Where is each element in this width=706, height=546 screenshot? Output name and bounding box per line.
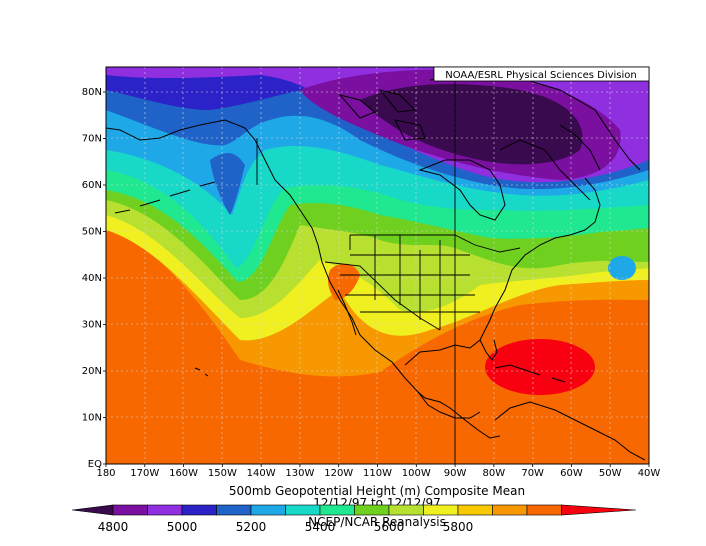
- latitude-label: 70N: [82, 134, 102, 145]
- colorbar-swatch: [147, 504, 183, 516]
- colorbar-swatch: [250, 504, 286, 516]
- longitude-label: 150W: [208, 468, 237, 479]
- title-line-3: NCEP/NCAR Reanalysis: [308, 515, 446, 529]
- axis-ticks: [103, 91, 650, 467]
- longitude-label: 90W: [444, 468, 467, 479]
- longitude-label: 80W: [483, 468, 506, 479]
- height-field: [106, 67, 649, 464]
- colorbar-swatch: [181, 504, 217, 516]
- latitude-label: 50N: [82, 227, 102, 238]
- longitude-labels: 180 170W 160W 150W 140W 130W 120W 110W 100W 90W 80…: [96, 468, 660, 479]
- colorbar: [71, 504, 637, 516]
- longitude-label: 120W: [324, 468, 353, 479]
- latitude-label: 30N: [82, 320, 102, 331]
- longitude-label: 110W: [363, 468, 392, 479]
- colorbar-swatch: [388, 504, 424, 516]
- colorbar-swatch: [492, 504, 528, 516]
- colorbar-low-arrow: [71, 504, 114, 516]
- latitude-label: 20N: [82, 366, 102, 377]
- latitude-label: 40N: [82, 273, 102, 284]
- credit-box: NOAA/ESRL Physical Sciences Division: [433, 66, 650, 82]
- colorbar-swatch: [319, 504, 355, 516]
- longitude-label: 60W: [560, 468, 583, 479]
- colorbar-label: 5000: [167, 520, 198, 534]
- latitude-labels: EQ 10N 20N 30N 40N 50N 60N 70N 80N: [82, 87, 102, 470]
- colorbar-label: 5600: [374, 520, 405, 534]
- colorbar-label: 5400: [305, 520, 336, 534]
- colorbar-swatch: [216, 504, 252, 516]
- colorbar-label: 4800: [98, 520, 129, 534]
- longitude-label: 50W: [599, 468, 622, 479]
- colorbar-label: 5800: [443, 520, 474, 534]
- colorbar-swatch: [354, 504, 390, 516]
- credit-text: NOAA/ESRL Physical Sciences Division: [445, 70, 637, 81]
- latitude-label: 80N: [82, 87, 102, 98]
- colorbar-swatch: [285, 504, 321, 516]
- lat-lon-grid: [106, 67, 649, 464]
- longitude-label: 170W: [130, 468, 159, 479]
- colorbar-label: 5200: [236, 520, 267, 534]
- colorbar-swatch: [457, 504, 493, 516]
- longitude-label: 160W: [169, 468, 198, 479]
- longitude-label: 180: [96, 468, 115, 479]
- latitude-label: 60N: [82, 180, 102, 191]
- longitude-label: 130W: [285, 468, 314, 479]
- colorbar-swatch: [423, 504, 459, 516]
- longitude-label: 70W: [521, 468, 544, 479]
- latitude-label: EQ: [88, 459, 102, 470]
- longitude-label: 100W: [402, 468, 431, 479]
- longitude-label: 140W: [247, 468, 276, 479]
- political-borders: [256, 67, 521, 464]
- colorbar-labels: 4800 5000 5200 5400 5600 5800: [98, 520, 474, 534]
- longitude-label: 40W: [638, 468, 661, 479]
- colorbar-swatch: [112, 504, 148, 516]
- colorbar-swatch: [526, 504, 562, 516]
- colorbar-high-arrow: [561, 504, 637, 516]
- latitude-label: 10N: [82, 413, 102, 424]
- title-line-1: 500mb Geopotential Height (m) Composite …: [229, 484, 525, 498]
